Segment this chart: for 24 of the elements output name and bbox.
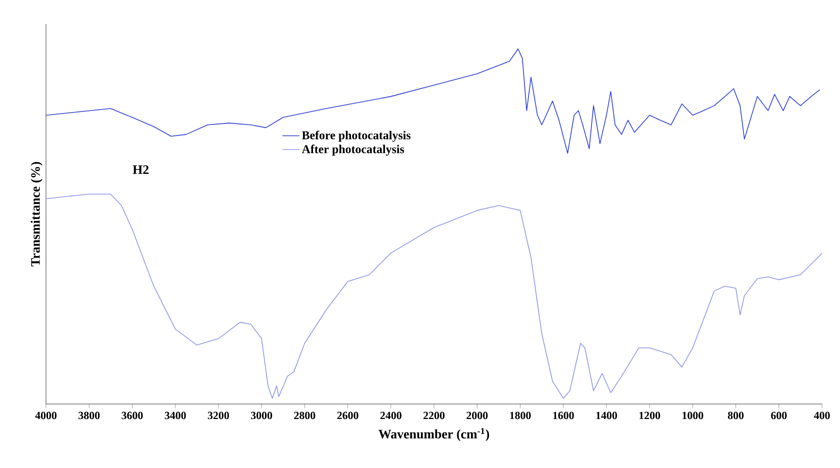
x-tick-label: 2400 xyxy=(380,412,402,420)
x-axis-title: Wavenumber (cm$^{-1}$) xyxy=(378,428,490,442)
x-tick-label: 3800 xyxy=(78,412,100,420)
x-tick-label: 2200 xyxy=(423,412,445,420)
x-tick-label: 1200 xyxy=(639,412,660,420)
x-tick-label: 600 xyxy=(771,412,787,420)
x-tick-label: 2800 xyxy=(294,412,316,420)
x-tick-label: 3400 xyxy=(164,412,186,420)
x-tick-label: 4000 xyxy=(35,412,57,420)
y-axis-title: Transmittance (%) xyxy=(30,162,42,266)
x-tick-label: 1800 xyxy=(510,412,531,420)
x-tick-label: 800 xyxy=(728,412,744,420)
x-tick-label: 3000 xyxy=(250,412,272,420)
x-tick-label: 3200 xyxy=(208,412,229,420)
x-tick-label: 400 xyxy=(814,412,830,420)
x-tick-label: 1400 xyxy=(596,412,617,420)
legend-label: After photocatalysis xyxy=(302,144,404,156)
x-tick-label: 2600 xyxy=(337,412,358,420)
x-tick-label: 3600 xyxy=(122,412,143,420)
x-tick-label: 2000 xyxy=(466,412,488,420)
x-tick-label: 1600 xyxy=(553,412,574,420)
legend-label: Before photocatalysis xyxy=(302,130,411,142)
x-tick-label: 1000 xyxy=(682,412,704,420)
annotation: H2 xyxy=(132,165,149,174)
